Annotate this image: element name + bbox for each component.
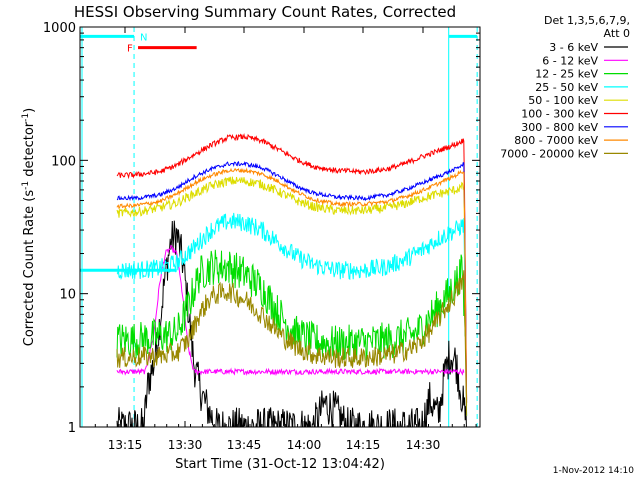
series-line-7	[116, 167, 468, 404]
y-axis-label-sup2: -1	[21, 113, 31, 122]
axis-ticks: 13:15 13:30 13:45 14:00 14:15 14:30 1 10 100 1000	[43, 21, 480, 452]
y-axis-label-sup1: -1	[21, 181, 31, 190]
legend-header-2: Att 0	[604, 27, 630, 40]
night-label: N	[140, 33, 147, 44]
y-tick-label: 10	[59, 288, 76, 303]
legend-label-6: 300 - 800 keV	[521, 121, 598, 134]
x-axis-label: Start Time (31-Oct-12 13:04:42)	[175, 457, 385, 472]
legend-label-8: 7000 - 20000 keV	[500, 147, 598, 160]
x-tick-label: 14:30	[406, 438, 441, 452]
series-line-6	[116, 161, 468, 403]
plot-frame	[79, 26, 481, 428]
y-tick-label: 100	[51, 154, 76, 169]
x-tick-label: 14:15	[346, 438, 381, 452]
y-tick-label: 1	[68, 421, 76, 436]
x-tick-label: 14:00	[287, 438, 322, 452]
legend-label-0: 3 - 6 keV	[549, 41, 598, 54]
legend-label-3: 25 - 50 keV	[535, 81, 598, 94]
series-line-2	[116, 249, 466, 362]
legend-label-7: 800 - 7000 keV	[514, 134, 598, 147]
series-line-0	[116, 220, 467, 427]
legend-label-5: 100 - 300 keV	[521, 108, 598, 121]
x-tick-label: 13:30	[168, 438, 203, 452]
y-tick-label: 1000	[43, 21, 76, 36]
legend-label-1: 6 - 12 keV	[542, 54, 598, 67]
series-line-3	[116, 212, 468, 417]
x-tick-label: 13:15	[108, 438, 143, 452]
timestamp: 1-Nov-2012 14:10	[553, 466, 635, 476]
legend-header-1: Det 1,3,5,6,7,9,	[544, 14, 630, 27]
chart-title: HESSI Observing Summary Count Rates, Cor…	[74, 3, 456, 21]
series-line-4	[116, 176, 468, 406]
legend-label-4: 50 - 100 keV	[528, 94, 598, 107]
series-line-8	[116, 270, 468, 416]
y-axis-label-main: Corrected Count Rate (s	[22, 190, 37, 347]
x-tick-label: 13:45	[227, 438, 262, 452]
series-line-1	[116, 244, 465, 377]
legend-label-2: 12 - 25 keV	[535, 68, 598, 81]
y-axis-label-mid: detector	[22, 121, 37, 181]
plot-area: FN	[80, 27, 478, 427]
y-axis-label-end: )	[22, 108, 37, 113]
series-line-5	[116, 133, 468, 400]
y-axis-label: Corrected Count Rate (s-1 detector-1)	[21, 108, 37, 346]
flare-label: F	[127, 44, 133, 55]
